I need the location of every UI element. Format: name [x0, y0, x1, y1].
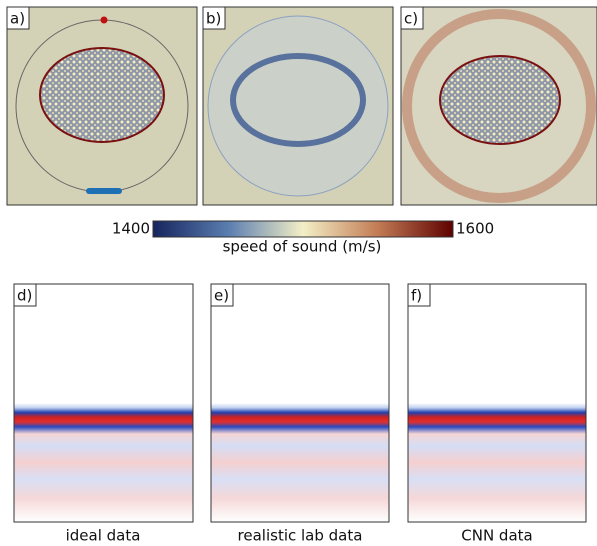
caption: ideal data [66, 527, 141, 545]
colorbar-min: 1400 [112, 220, 150, 238]
panel-label: f) [411, 287, 422, 305]
phantom [39, 47, 165, 143]
edge-artifact [402, 9, 596, 203]
detector [86, 188, 122, 194]
ring-artifact [230, 53, 366, 147]
panel-label: c) [404, 10, 418, 28]
label-box [407, 283, 431, 307]
panel-f [407, 283, 587, 523]
label-box [6, 6, 30, 30]
phantom [439, 55, 561, 145]
colorbar-max: 1600 [456, 220, 494, 238]
label-box [210, 283, 234, 307]
colorbar-label: speed of sound (m/s) [223, 238, 382, 256]
label-box [13, 283, 37, 307]
reconstruction [207, 15, 389, 197]
panel-label: d) [17, 287, 32, 305]
label-box [202, 6, 226, 30]
top-panels [6, 6, 597, 206]
source [100, 16, 108, 24]
colorbar [152, 220, 454, 238]
panel-d [13, 283, 194, 523]
panel-e [210, 283, 390, 523]
label-box [400, 6, 424, 30]
panel-label: a) [10, 10, 25, 28]
caption: CNN data [461, 527, 532, 545]
panel-label: b) [206, 10, 221, 28]
panel-label: e) [214, 287, 229, 305]
bottom-panels [13, 283, 587, 523]
caption: realistic lab data [238, 527, 363, 545]
